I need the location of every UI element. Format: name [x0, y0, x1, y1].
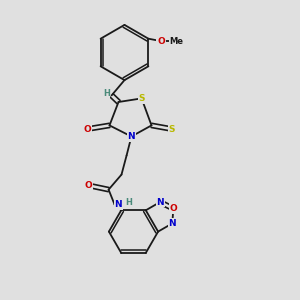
Text: O: O — [85, 181, 92, 190]
Text: N: N — [128, 132, 135, 141]
Text: N: N — [169, 219, 176, 228]
Text: S: S — [138, 94, 145, 103]
Text: N: N — [114, 200, 122, 209]
Text: O: O — [169, 204, 177, 213]
Text: O: O — [84, 124, 92, 134]
Text: O: O — [157, 37, 165, 46]
Text: S: S — [168, 124, 175, 134]
Text: N: N — [156, 197, 164, 206]
Text: Me: Me — [169, 37, 184, 46]
Text: H: H — [126, 198, 132, 207]
Text: H: H — [103, 89, 110, 98]
